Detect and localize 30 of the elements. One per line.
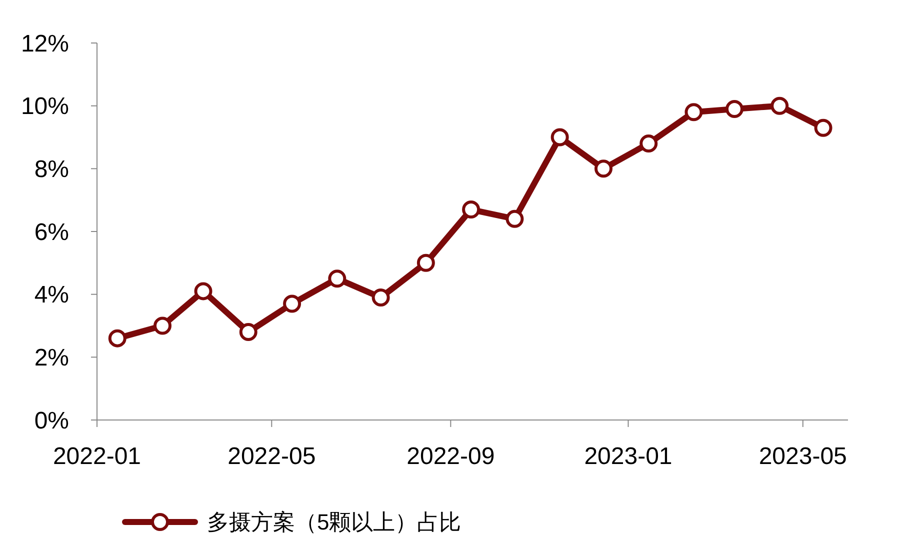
point [640,134,658,153]
point [506,210,524,228]
legend-label: 多摄方案（5颗以上）占比 [207,510,462,535]
point [550,128,569,146]
point [814,118,832,137]
point [328,270,346,288]
y-tick-label: 0% [34,407,69,434]
x-tick-label: 2023-01 [584,443,672,470]
point [684,103,703,122]
y-tick-label: 12% [20,30,69,58]
point [283,294,302,313]
point [770,96,789,115]
y-tick-label: 10% [20,93,69,120]
point [416,254,435,272]
x-tick-label: 2023-05 [758,443,847,470]
point [194,282,212,300]
point [108,329,126,348]
point [462,200,480,219]
x-tick-label: 2022-05 [228,443,316,470]
x-tick-label: 2022-01 [52,443,142,470]
point [594,160,612,178]
point [239,323,258,342]
x-tick-label: 2022-09 [406,443,495,470]
y-tick-label: 4% [34,282,69,309]
point [725,100,744,118]
point [372,288,390,306]
y-tick-label: 6% [34,218,69,246]
y-tick-label: 2% [34,344,69,372]
y-tick-label: 8% [34,156,69,184]
point [153,316,172,335]
